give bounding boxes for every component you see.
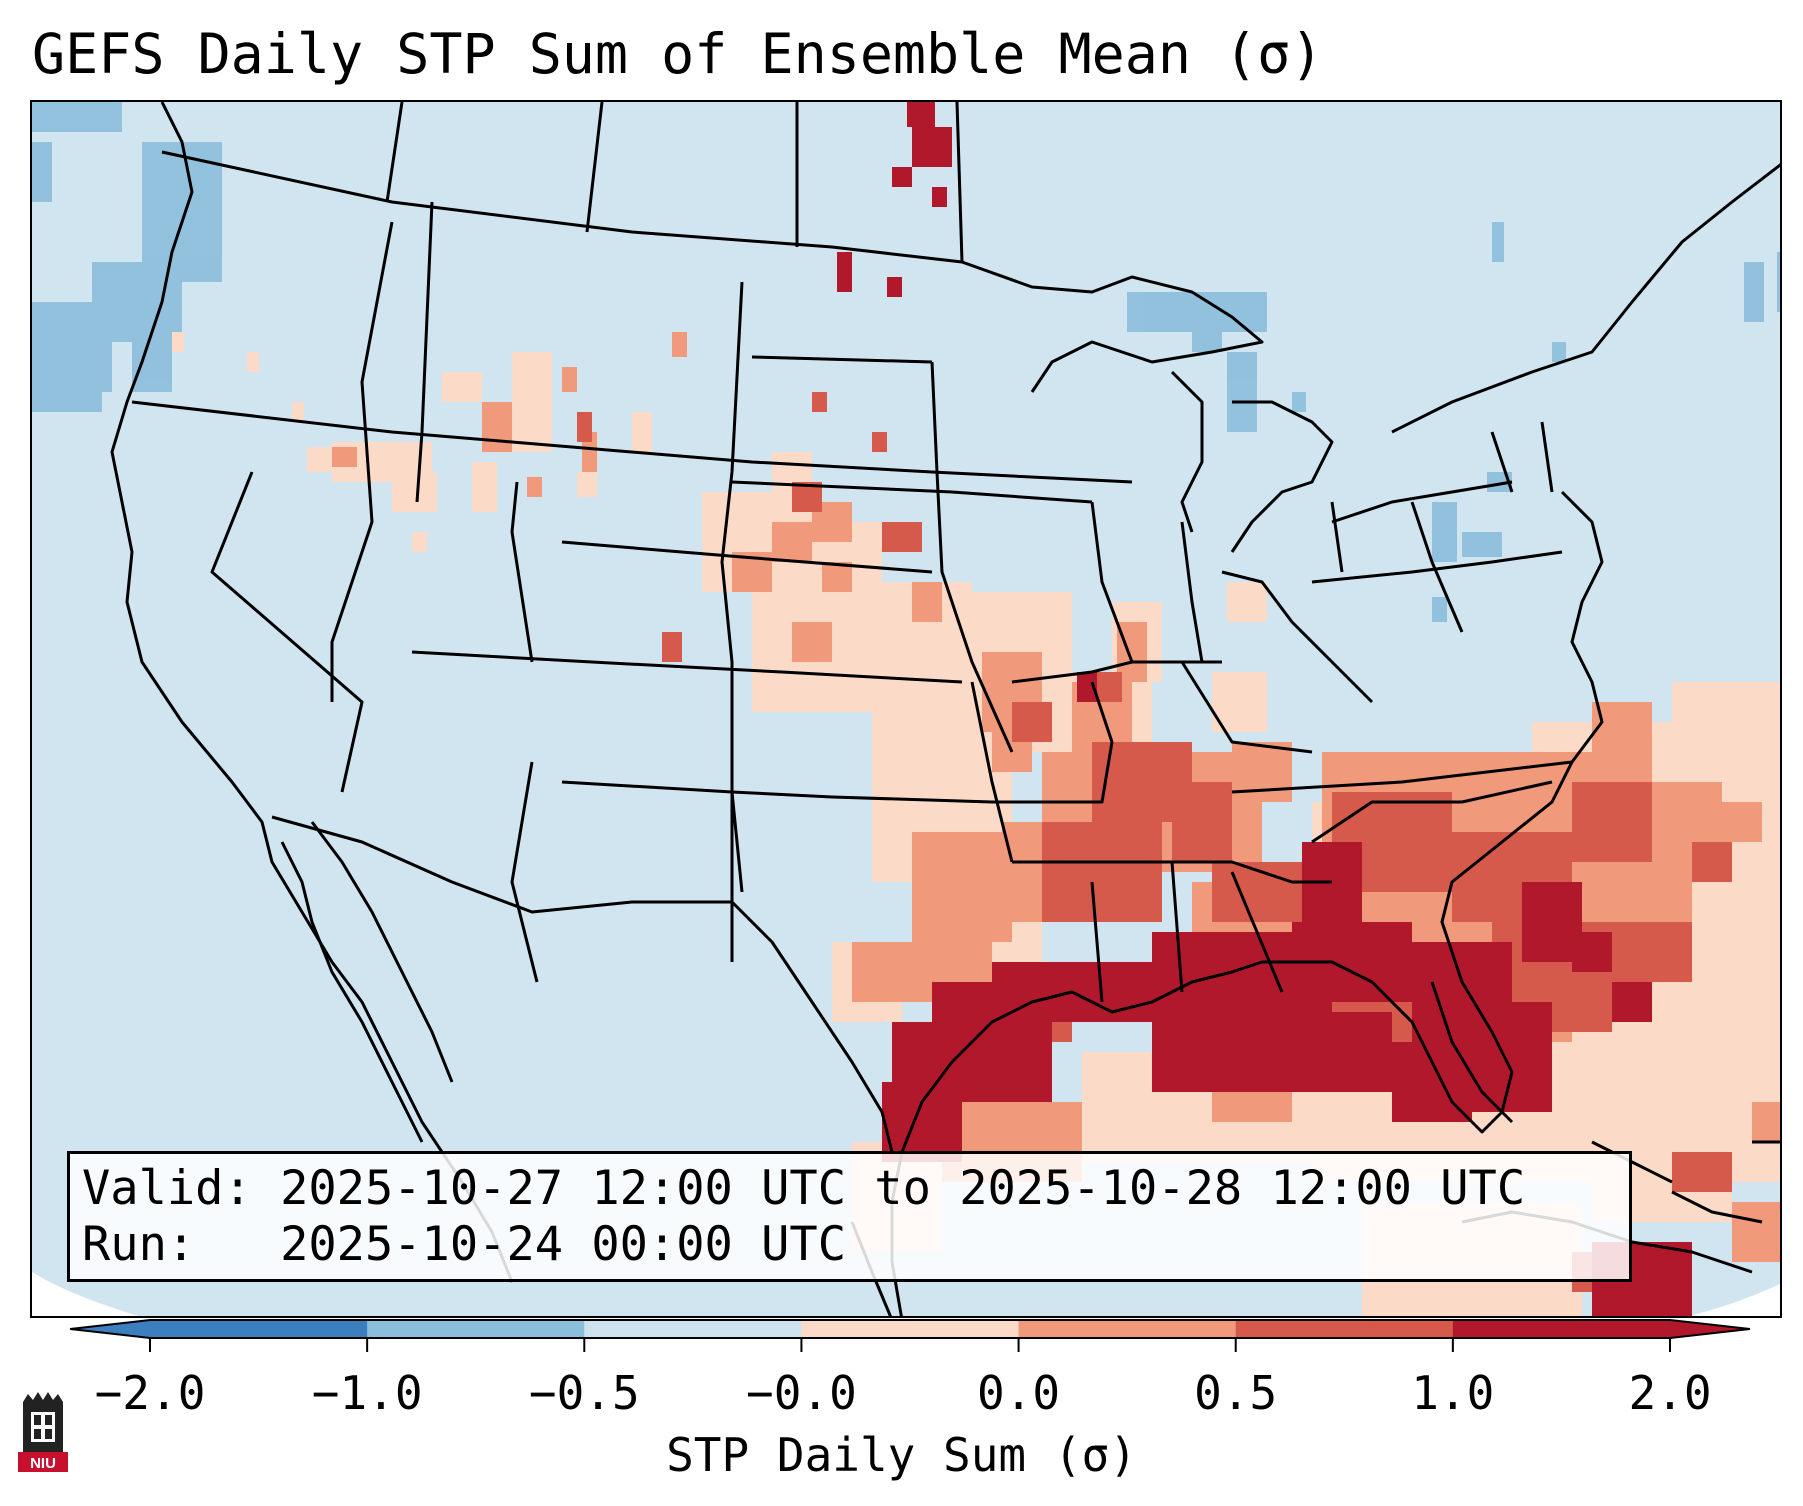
boundary-lines xyxy=(110,102,1780,1316)
outside-domain xyxy=(32,1272,139,1316)
valid-run-info-box: Valid: 2025-10-27 12:00 UTC to 2025-10-2… xyxy=(67,1151,1632,1282)
map-panel xyxy=(30,100,1782,1318)
colorbar-tick-label: −1.0 xyxy=(311,1366,423,1420)
colorbar-tick-label: 1.0 xyxy=(1411,1366,1495,1420)
valid-value: 2025-10-27 12:00 UTC to 2025-10-28 12:00… xyxy=(280,1161,1526,1216)
colorbar-segment xyxy=(367,1320,585,1338)
run-value: 2025-10-24 00:00 UTC xyxy=(280,1217,847,1272)
colorbar-tick-label: 0.0 xyxy=(977,1366,1061,1420)
colorbar-segment xyxy=(1452,1320,1671,1338)
colorbar xyxy=(70,1319,1750,1352)
map-title: GEFS Daily STP Sum of Ensemble Mean (σ) xyxy=(32,22,1324,86)
colorbar-segment xyxy=(801,1320,1020,1338)
niu-logo-text: NIU xyxy=(30,1455,56,1472)
colorbar-segment xyxy=(1018,1320,1237,1338)
colorbar-segment xyxy=(150,1320,368,1338)
colorbar-tick-label: −0.5 xyxy=(528,1366,640,1420)
colorbar-tick-label: 2.0 xyxy=(1628,1366,1712,1420)
run-label: Run: xyxy=(82,1217,196,1272)
stp-map xyxy=(32,102,1780,1316)
niu-logo: NIU xyxy=(18,1392,68,1472)
colorbar-segment xyxy=(584,1320,802,1338)
colorbar-extend-low xyxy=(70,1320,150,1338)
colorbar-extend-high xyxy=(1670,1320,1750,1338)
outside-domain-right xyxy=(1689,1283,1780,1316)
colorbar-segment xyxy=(1235,1320,1454,1338)
valid-label: Valid: xyxy=(82,1161,252,1216)
colorbar-tick-label: 0.5 xyxy=(1194,1366,1278,1420)
colorbar-label: STP Daily Sum (σ) xyxy=(666,1428,1137,1482)
colorbar-tick-label: −0.0 xyxy=(746,1366,857,1420)
colorbar-tick-label: −2.0 xyxy=(94,1366,206,1420)
